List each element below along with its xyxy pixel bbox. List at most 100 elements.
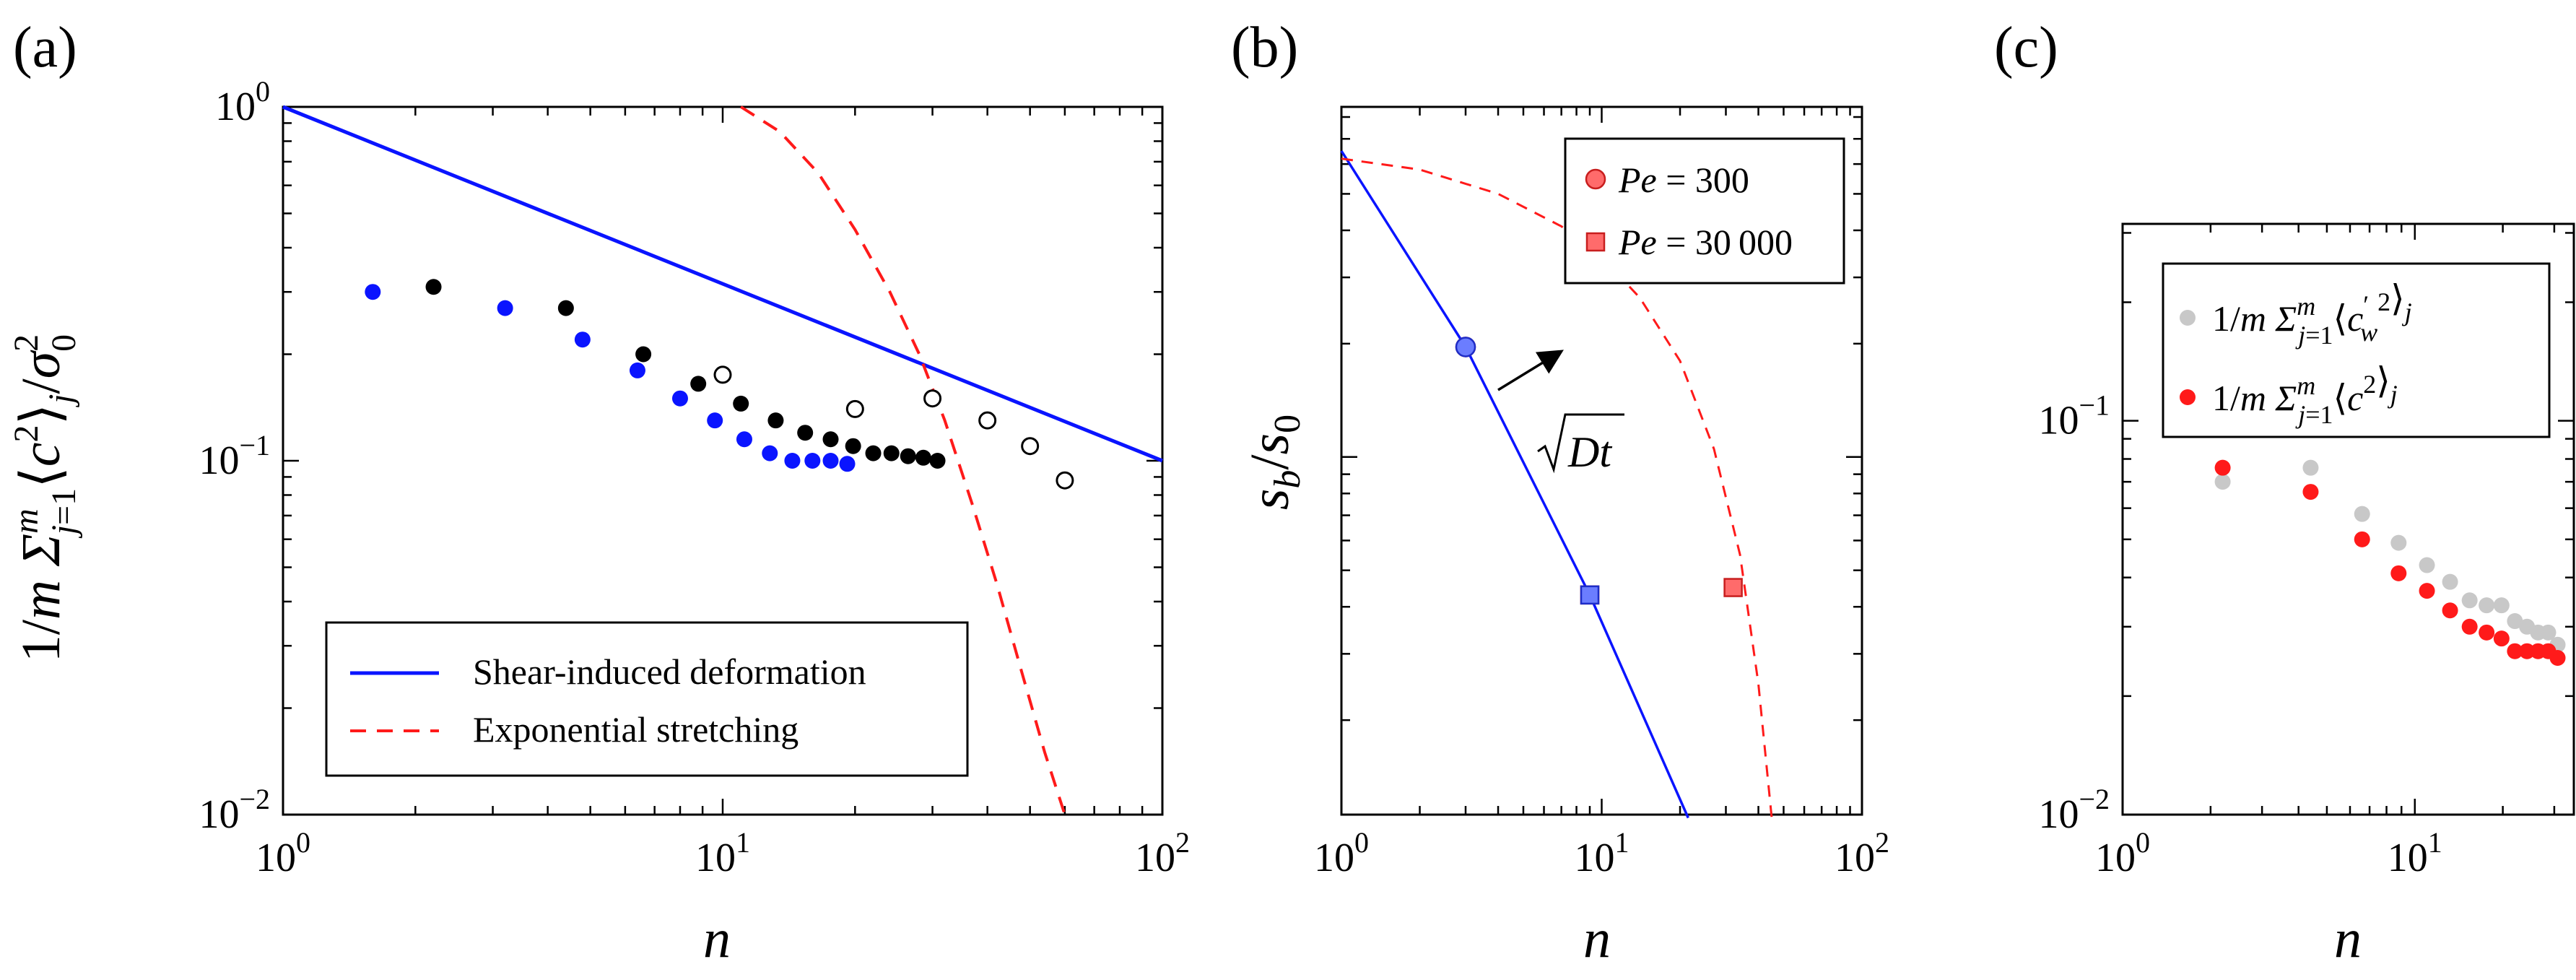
- sqrt-sign: [1537, 413, 1624, 474]
- gray-data-point: [2507, 613, 2523, 630]
- panel-b-legend: Pe = 300 Pe = 30 000: [1564, 137, 1845, 285]
- panel-c: (c) n 100 101 10−2 10−1 1/m Σm j=1⟨c′ w2⟩j 1/…: [1994, 16, 2575, 969]
- data-point-filled-black: [733, 395, 749, 412]
- panel-b-ylabel: sb/s0: [1240, 415, 1308, 510]
- data-point-filled-black: [797, 425, 814, 441]
- panel-b-ticks: 100 101 102: [1314, 107, 1889, 880]
- gray-data-point: [2442, 573, 2458, 590]
- legend-label-c2: 1/m Σm j=1⟨c2⟩j: [2212, 360, 2398, 429]
- data-point-filled-black: [883, 445, 900, 461]
- svg-text:sb/s0: sb/s0: [1240, 415, 1308, 510]
- gray-data-point: [2461, 592, 2478, 609]
- panel-c-points: [2214, 459, 2566, 666]
- data-point-filled-black: [865, 445, 882, 461]
- panel-a-ticks: 100 101 102 10−2 10−1 100: [199, 75, 1190, 880]
- data-point-open-black: [1021, 437, 1040, 456]
- annotation-arrow: [1497, 350, 1564, 391]
- x-tick-label: 101: [2388, 826, 2442, 880]
- pe30000-marker: [1723, 578, 1743, 597]
- data-point-filled-blue: [629, 362, 645, 378]
- red-data-point: [2390, 565, 2407, 581]
- y-tick-label: 10−2: [2038, 783, 2110, 837]
- red-data-point: [2354, 531, 2370, 547]
- data-point-filled-black: [767, 412, 784, 429]
- panel-c-frame: [2121, 222, 2575, 816]
- data-point-filled-blue: [804, 453, 821, 469]
- legend-marker-cw: [2180, 310, 2196, 326]
- data-point-open-black: [1056, 471, 1074, 490]
- data-point-filled-blue: [839, 456, 856, 472]
- red-data-point: [2507, 643, 2523, 659]
- red-data-point: [2419, 583, 2435, 599]
- legend-label-pe30000: Pe = 30 000: [1618, 222, 1793, 262]
- gray-data-point: [2302, 459, 2319, 476]
- legend-label-cw: 1/m Σm j=1⟨c′ w2⟩j: [2212, 278, 2412, 350]
- data-point-filled-black: [635, 346, 652, 363]
- data-point-filled-blue: [736, 431, 752, 448]
- svg-text:1/m Σmj=1⟨c′w2⟩j: 1/m Σm j=1⟨c′ w2⟩j: [2212, 278, 2412, 350]
- data-point-filled-black: [915, 449, 931, 466]
- gray-data-point: [2540, 624, 2557, 641]
- data-point-filled-black: [690, 376, 707, 392]
- blue-square-marker: [1580, 585, 1600, 605]
- gray-data-point: [2493, 597, 2510, 614]
- panel-a-points: [365, 279, 1074, 490]
- panel-b-points: [1455, 246, 1743, 605]
- y-tick-label: 10−1: [2038, 389, 2110, 443]
- gray-data-point: [2479, 597, 2495, 614]
- panel-a-label: (a): [13, 16, 77, 79]
- x-tick-label: 102: [1835, 826, 1889, 880]
- annotation-sqrt-dt: Dt: [1537, 413, 1624, 476]
- red-data-point: [2442, 602, 2458, 619]
- data-point-filled-blue: [671, 390, 688, 407]
- legend-label-pe300: Pe = 300: [1618, 160, 1749, 200]
- red-data-point: [2493, 630, 2510, 647]
- red-data-point: [2479, 624, 2495, 641]
- red-data-point: [2214, 459, 2231, 476]
- y-tick-label: 10−1: [199, 429, 270, 483]
- data-point-filled-black: [900, 448, 916, 464]
- x-tick-label: 102: [1135, 826, 1190, 880]
- y-tick-label: 100: [215, 75, 270, 129]
- red-data-point: [2549, 649, 2566, 666]
- x-tick-label: 100: [256, 826, 310, 880]
- legend-label-exponential: Exponential stretching: [473, 709, 799, 750]
- data-point-filled-black: [822, 431, 839, 448]
- x-tick-label: 100: [2095, 826, 2150, 880]
- panel-c-ticks: 100 101 10−2 10−1: [2038, 224, 2574, 880]
- data-point-filled-black: [425, 279, 442, 295]
- data-point-filled-blue: [784, 453, 801, 469]
- panel-a: (a) 1/m Σmj=1⟨c2⟩j/σ20 n 100 101 10210−210…: [7, 16, 1190, 969]
- data-point-filled-black: [845, 438, 861, 454]
- shear-deformation-line: [282, 105, 1163, 463]
- gray-data-point: [2354, 506, 2370, 522]
- gray-data-point: [2390, 534, 2407, 551]
- data-point-filled-black: [557, 300, 574, 316]
- data-point-open-black: [713, 365, 732, 384]
- legend-marker-pe300: [1585, 168, 1606, 190]
- panel-a-ylabel: 1/m Σmj=1⟨c2⟩j/σ20: [7, 334, 83, 662]
- annotation-text: Dt: [1567, 428, 1612, 476]
- panel-b-label: (b): [1231, 16, 1298, 79]
- data-point-open-black: [978, 411, 997, 430]
- panel-b: (b) sb/s0 n 100 101 102 Dt Pe = 300 Pe = 3…: [1231, 16, 1889, 969]
- panel-a-legend: Shear-induced deformation Exponential st…: [325, 621, 969, 777]
- svg-text:Pe = 30 000: Pe = 30 000: [1618, 222, 1793, 262]
- red-data-point: [2519, 643, 2536, 659]
- red-data-point: [2461, 618, 2478, 635]
- data-point-filled-blue: [707, 412, 723, 429]
- panel-a-xlabel: n: [703, 909, 731, 969]
- panel-c-label: (c): [1994, 16, 2058, 79]
- x-tick-label: 100: [1314, 826, 1369, 880]
- panel-b-xlabel: n: [1583, 909, 1611, 969]
- y-tick-label: 10−2: [199, 783, 270, 837]
- panel-c-legend: 1/m Σm j=1⟨c′ w2⟩j 1/m Σm j=1⟨c2⟩j: [2162, 262, 2551, 438]
- legend-marker-pe30000: [1585, 232, 1606, 252]
- data-point-filled-blue: [497, 300, 513, 316]
- x-tick-label: 101: [695, 826, 750, 880]
- x-tick-label: 101: [1575, 826, 1629, 880]
- panel-c-xlabel: n: [2334, 909, 2362, 969]
- svg-text:1/m Σmj=1⟨c2⟩j/σ20: 1/m Σmj=1⟨c2⟩j/σ20: [7, 334, 83, 662]
- data-point-filled-blue: [574, 331, 591, 348]
